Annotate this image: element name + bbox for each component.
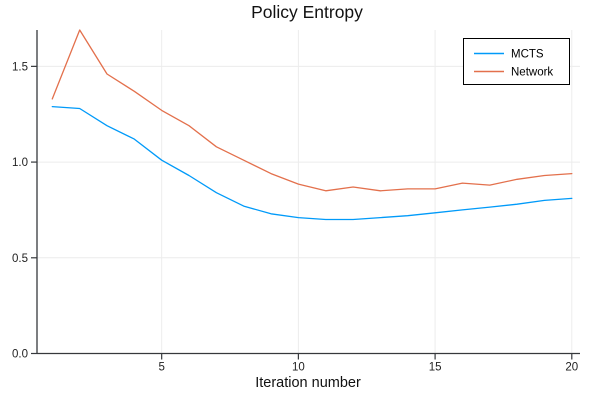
x-tick-label: 20 bbox=[565, 362, 578, 374]
legend-item-network: Network bbox=[474, 67, 553, 79]
y-tick-label: 0.0 bbox=[12, 349, 28, 361]
legend-label-mcts: MCTS bbox=[511, 49, 544, 61]
x-tick-label: 15 bbox=[429, 362, 442, 374]
x-tick-label: 5 bbox=[158, 362, 164, 374]
axes-layer bbox=[31, 30, 580, 360]
legend-label-network: Network bbox=[511, 67, 553, 79]
legend: MCTS Network bbox=[463, 38, 570, 85]
tick-labels-layer: 0.0 0.5 1.0 1.5 5 10 15 20 bbox=[12, 61, 578, 373]
series-line-mcts bbox=[51, 105, 573, 221]
y-tick-label: 1.0 bbox=[12, 157, 28, 169]
legend-box bbox=[463, 38, 570, 85]
series-line-network bbox=[51, 29, 573, 192]
legend-item-mcts: MCTS bbox=[474, 49, 544, 61]
y-tick-label: 0.5 bbox=[12, 253, 28, 265]
chart-title: Policy Entropy bbox=[251, 2, 363, 22]
grid-layer bbox=[37, 30, 580, 354]
x-tick-label: 10 bbox=[292, 362, 305, 374]
x-axis-label: Iteration number bbox=[255, 375, 361, 391]
y-tick-label: 1.5 bbox=[12, 61, 28, 73]
series-layer bbox=[51, 29, 573, 221]
